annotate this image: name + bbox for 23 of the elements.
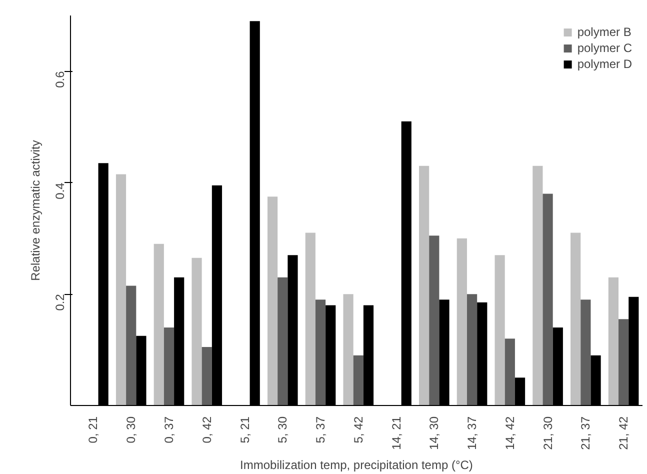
y-axis-title: Relative enzymatic activity: [28, 140, 42, 281]
x-tick-label: 14, 21: [389, 416, 404, 450]
legend-label: polymer B: [577, 25, 632, 39]
x-tick-label: 0, 30: [124, 416, 138, 444]
x-tick-label: 0, 42: [200, 416, 214, 444]
y-tick-label: 0.4: [53, 182, 67, 200]
x-tick-label: 14, 30: [427, 416, 442, 450]
y-tick-label: 0.2: [53, 294, 67, 311]
x-tick-label: 14, 42: [502, 416, 517, 450]
y-tick-label: 0.6: [53, 70, 67, 88]
x-tick-label: 0, 37: [162, 416, 176, 444]
legend-label: polymer D: [577, 57, 632, 71]
x-tick-label: 21, 30: [540, 416, 555, 450]
x-tick-label: 5, 37: [314, 416, 328, 444]
x-tick-label: 0, 21: [86, 416, 100, 444]
x-tick-label: 14, 37: [465, 416, 480, 450]
x-tick-label: 5, 21: [238, 416, 252, 444]
x-tick-label: 21, 37: [578, 416, 593, 450]
x-tick-label: 21, 42: [616, 416, 631, 450]
x-axis-title: Immobilization temp, precipitation temp (°C): [240, 458, 473, 472]
x-tick-label: 5, 30: [276, 416, 290, 444]
legend-label: polymer C: [577, 41, 632, 55]
x-tick-label: 5, 42: [351, 416, 366, 444]
